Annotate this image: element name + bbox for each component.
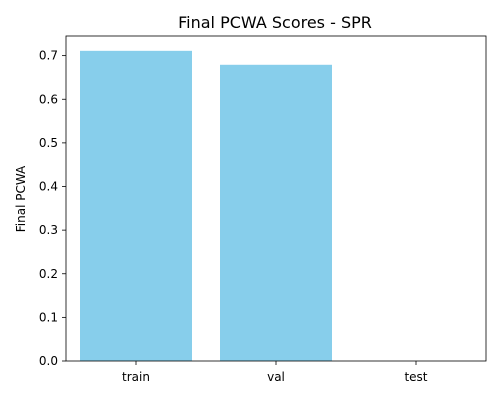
y-axis-label: Final PCWA: [14, 165, 28, 232]
x-tick-label-val: val: [267, 370, 285, 384]
y-tick-label: 0.2: [39, 267, 58, 281]
bar-train: [80, 50, 192, 361]
y-tick-label: 0.5: [39, 136, 58, 150]
y-tick-label: 0.7: [39, 49, 58, 63]
y-tick-label: 0.6: [39, 92, 58, 106]
x-axis: train val test: [122, 361, 428, 384]
y-tick-label: 0.1: [39, 310, 58, 324]
y-tick-label: 0.3: [39, 223, 58, 237]
bar-val: [220, 64, 332, 362]
y-axis: 0.0 0.1 0.2 0.3 0.4 0.5 0.6 0.7: [39, 49, 66, 368]
x-tick-label-test: test: [404, 370, 427, 384]
y-tick-label: 0.4: [39, 180, 58, 194]
plot-area: [65, 35, 487, 362]
plot-frame: [65, 35, 487, 362]
chart-title: Final PCWA Scores - SPR: [178, 13, 372, 32]
bars-layer: [80, 50, 332, 362]
x-tick-label-train: train: [122, 370, 150, 384]
y-tick-label: 0.0: [39, 354, 58, 368]
